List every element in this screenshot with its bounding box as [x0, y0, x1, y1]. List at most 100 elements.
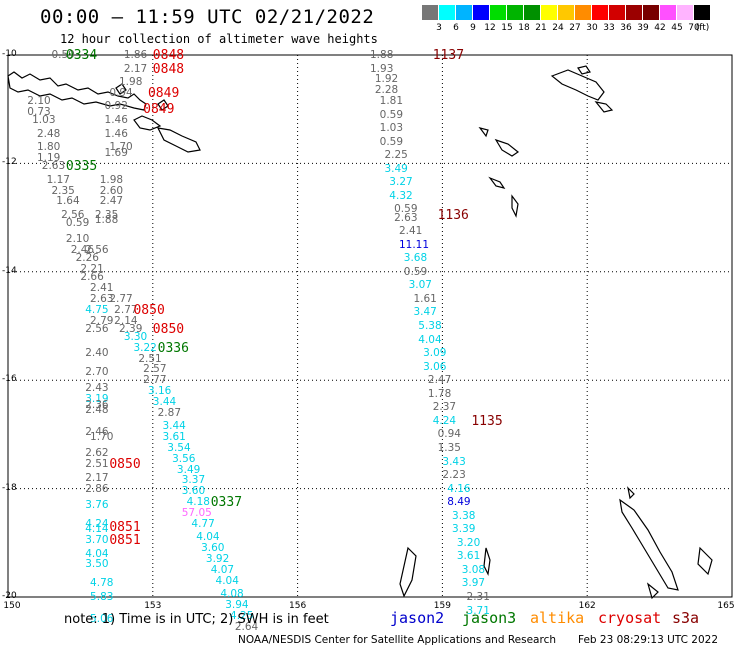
scale-label: 42: [654, 23, 666, 33]
wave-height-reading: 3.61: [162, 431, 186, 444]
coast-island-c: [157, 99, 169, 111]
wave-height-reading: 1.70: [109, 141, 133, 154]
wave-height-reading: 2.51: [85, 458, 109, 471]
coast-loyalty-b: [697, 546, 713, 576]
scale-label: 39: [637, 23, 649, 33]
wave-height-reading: 1.03: [32, 114, 56, 127]
wave-height-reading: 1.70: [90, 431, 114, 444]
scale-swatch: [609, 5, 626, 20]
wave-height-reading: 5.06: [90, 612, 114, 625]
wave-height-reading: 1.46: [104, 114, 128, 127]
wave-height-reading: 4.24: [432, 414, 457, 427]
lon-label: 156: [289, 601, 307, 611]
wave-height-reading: 1.03: [379, 122, 404, 135]
pass-time-label: 1136: [437, 207, 469, 223]
wave-height-reading: 4.04: [196, 531, 220, 544]
wave-height-reading: 2.40: [85, 347, 109, 360]
wave-height-reading: 3.19: [85, 393, 109, 406]
scale-label: 24: [552, 23, 564, 33]
coastlines: [7, 65, 713, 600]
wave-height-reading: 2.28: [374, 84, 399, 97]
wave-height-reading: 3.43: [442, 455, 466, 468]
wave-height-reading: 3.92: [205, 553, 230, 566]
wave-height-reading: 2.77: [109, 292, 133, 305]
wave-height-reading: 2.31: [466, 591, 490, 603]
coast-reef-c: [483, 547, 491, 576]
wave-height-reading: 4.04: [215, 574, 239, 587]
wave-height-reading: 2.70: [85, 366, 109, 379]
scale-label: 27: [569, 23, 581, 33]
wave-height-reading: 3.70: [85, 534, 109, 547]
lat-label: -14: [2, 265, 17, 276]
coast-solomon-d: [478, 127, 489, 138]
wave-height-reading: 5.38: [418, 320, 442, 332]
wave-height-reading: 0.59: [394, 203, 418, 216]
wave-height-reading: 2.86: [85, 482, 109, 495]
wave-height-reading: 0.59: [51, 49, 75, 61]
scale-swatch: [439, 5, 456, 20]
wave-height-reading: 4.16: [447, 482, 471, 495]
coast-solomon-a: [550, 69, 605, 101]
lat-label: -10: [2, 49, 17, 59]
wave-height-reading: 3.22: [133, 341, 157, 354]
wave-height-reading: 2.51: [138, 352, 162, 365]
wave-height-reading: 4.25: [230, 609, 254, 622]
wave-height-reading: 4.07: [210, 563, 235, 576]
wave-height-reading: 3.68: [403, 252, 428, 265]
scale-swatch: [660, 5, 677, 20]
lon-label: 159: [433, 601, 451, 611]
coast-solomon-e: [494, 138, 520, 157]
wave-height-reading: 8.49: [447, 496, 471, 509]
wave-height-reading: 3.44: [162, 420, 186, 433]
pass-time-label: 0850: [133, 302, 165, 318]
wave-height-reading: 4.18: [186, 496, 210, 509]
wave-height-reading: 2.56: [61, 208, 85, 221]
scale-label: 70: [688, 23, 700, 33]
wave-height-reading: 3.16: [147, 385, 172, 398]
scale-swatch: [626, 5, 643, 20]
wave-height-reading: 3.54: [167, 441, 191, 454]
wave-height-reading: 2.48: [36, 127, 61, 140]
chart-subtitle: 12 hour collection of altimeter wave hei…: [60, 32, 378, 46]
wave-height-reading: 2.60: [99, 184, 124, 197]
wave-height-reading: 1.81: [379, 95, 404, 108]
wave-height-reading: 1.35: [437, 441, 461, 454]
wave-height-reading: 2.79: [90, 314, 114, 327]
wave-height-reading: 1.98: [119, 76, 143, 89]
wave-height-reading: 3.56: [172, 452, 196, 465]
wave-height-reading: 3.09: [423, 347, 447, 360]
wave-height-reading: 1.92: [374, 73, 399, 86]
wave-height-reading: 3.71: [466, 604, 490, 617]
scale-swatch: [694, 5, 711, 20]
pass-time-label: 0336: [157, 340, 189, 356]
wave-height-reading: 57.05: [181, 506, 212, 519]
satellite-jason2: jason2: [390, 609, 445, 627]
wave-height-reading: 1.19: [36, 151, 61, 164]
lat-label: -18: [2, 482, 17, 493]
wave-height-reading: 3.47: [413, 306, 437, 319]
scale-swatch: [422, 5, 439, 20]
scale-swatch: [558, 5, 575, 20]
wave-height-reading: 1.46: [104, 127, 128, 140]
pass-time-label: 0337: [210, 495, 243, 511]
wave-height-reading: 2.57: [143, 363, 167, 376]
wave-height-reading: 3.08: [461, 563, 486, 576]
wave-height-reading: 2.43: [85, 382, 109, 395]
pass-time-label: 0849: [143, 102, 175, 118]
pass-time-label: 0849: [147, 85, 180, 101]
pass-time-label: 0851: [109, 533, 141, 549]
coast-reef-b: [399, 546, 417, 598]
wave-height-reading: 2.14: [114, 314, 138, 327]
scale-label: 12: [484, 23, 496, 33]
scale-label: 21: [535, 23, 547, 33]
scale-swatch: [643, 5, 660, 20]
pass-time-label: 0334: [65, 48, 98, 63]
pass-time-label: 0335: [65, 159, 98, 175]
lon-label: 150: [3, 601, 21, 611]
wave-height-reading: 0.59: [379, 135, 404, 148]
wave-height-reading: 2.17: [123, 62, 148, 75]
wave-height-reading: 2.10: [27, 95, 51, 108]
scale-label: 30: [586, 23, 598, 33]
wave-height-reading: 2.77: [143, 374, 167, 387]
wave-height-reading: 2.64: [234, 620, 259, 633]
